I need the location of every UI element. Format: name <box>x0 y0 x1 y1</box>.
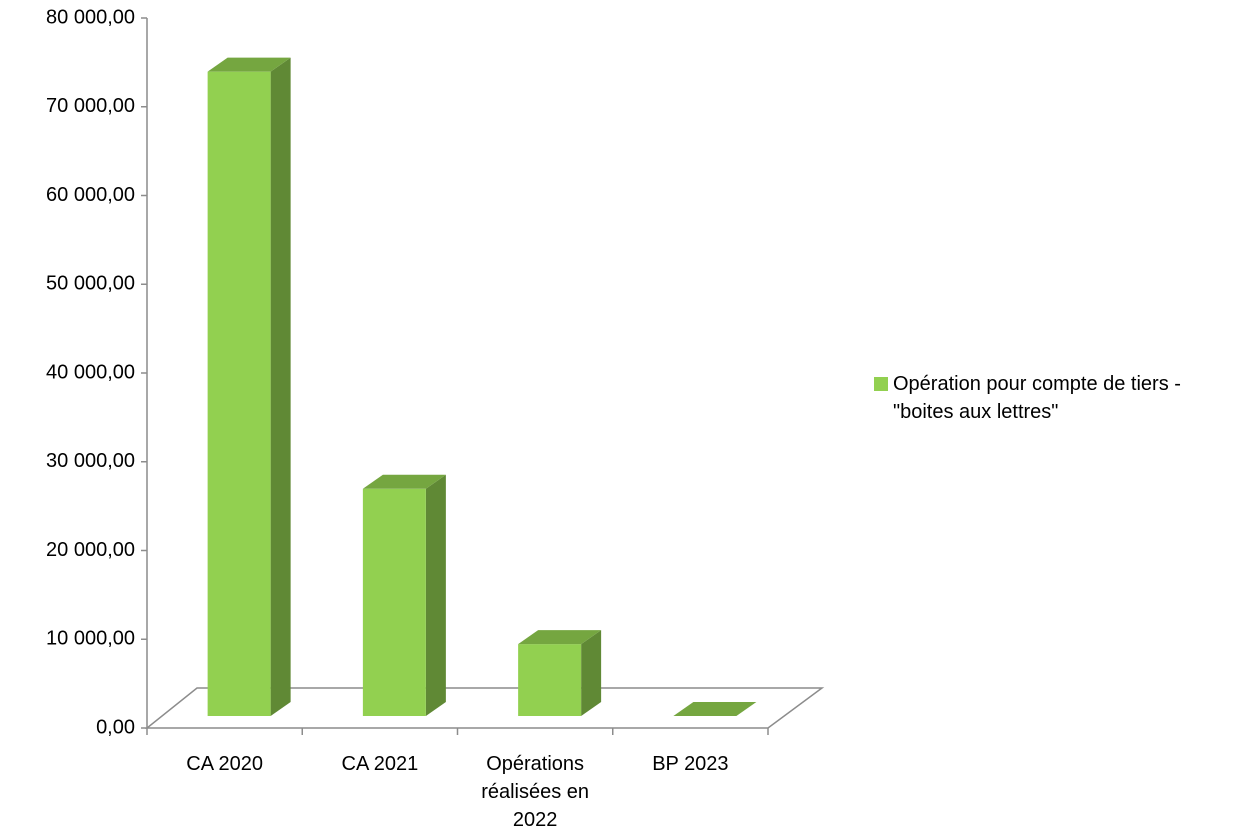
bar-side <box>581 630 602 716</box>
y-tick-label: 70 000,00 <box>46 95 135 117</box>
y-tick-label: 0,00 <box>96 716 135 738</box>
y-tick-label: 10 000,00 <box>46 628 135 650</box>
y-tick-label: 30 000,00 <box>46 450 135 472</box>
y-tick-label: 40 000,00 <box>46 361 135 383</box>
bar-top <box>207 57 291 72</box>
bar-top <box>518 630 602 645</box>
bar <box>207 71 271 717</box>
y-tick-label: 50 000,00 <box>46 273 135 295</box>
bar-side <box>425 474 446 716</box>
bar <box>362 488 426 716</box>
x-tick-label: BP 2023 <box>652 753 729 775</box>
bar-top <box>362 474 446 489</box>
y-tick-label: 60 000,00 <box>46 184 135 206</box>
x-tick-label: CA 2021 <box>341 753 419 775</box>
y-tick-label: 80 000,00 <box>46 6 135 28</box>
bar <box>518 644 582 716</box>
bar-top <box>673 702 757 716</box>
legend: Opération pour compte de tiers - "boites… <box>874 370 1233 426</box>
legend-swatch <box>874 377 888 391</box>
legend-label: Opération pour compte de tiers - "boites… <box>893 373 1181 423</box>
x-tick-label: CA 2020 <box>186 753 263 775</box>
floor <box>144 687 825 729</box>
y-tick-label: 20 000,00 <box>46 539 135 561</box>
bar-side <box>270 57 291 717</box>
x-tick-label: Opérations réalisées en 2022 <box>481 753 590 831</box>
